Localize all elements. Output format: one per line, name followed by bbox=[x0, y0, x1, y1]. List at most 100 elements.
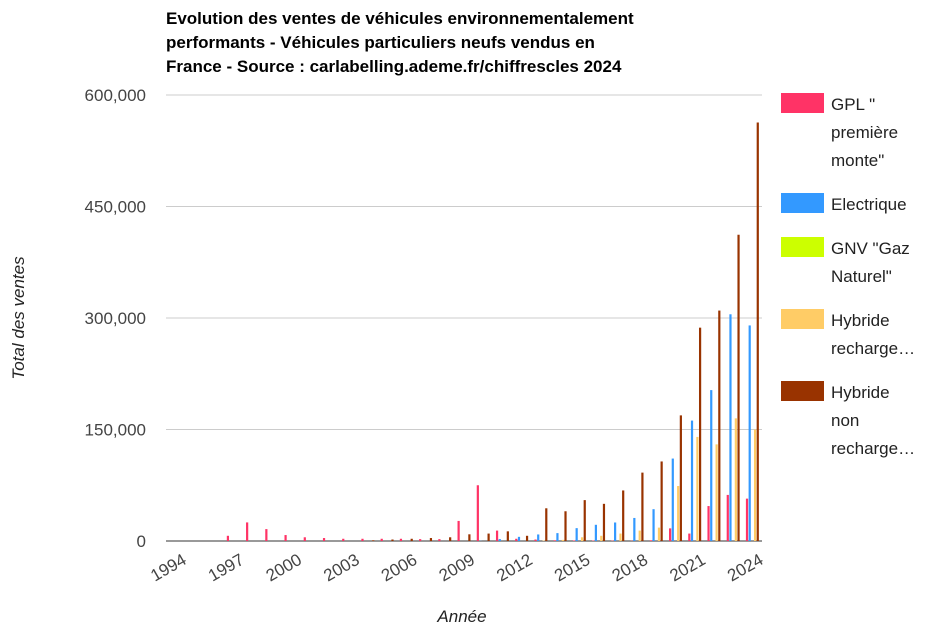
bar bbox=[506, 531, 509, 541]
bar bbox=[372, 540, 375, 541]
bar bbox=[679, 415, 682, 541]
bar bbox=[556, 533, 559, 541]
bar bbox=[438, 539, 441, 541]
bar bbox=[517, 536, 521, 541]
bar bbox=[303, 537, 306, 541]
bar bbox=[391, 539, 394, 541]
legend-swatch bbox=[781, 193, 824, 213]
bar bbox=[265, 529, 268, 541]
bar bbox=[575, 528, 578, 541]
bar bbox=[476, 485, 479, 541]
legend-swatch bbox=[781, 93, 824, 113]
bar bbox=[487, 533, 490, 541]
bar bbox=[545, 508, 548, 541]
x-tick-label: 2006 bbox=[378, 550, 420, 585]
bar bbox=[669, 528, 672, 541]
bar bbox=[652, 509, 655, 541]
bar bbox=[710, 390, 713, 541]
bar bbox=[537, 534, 540, 541]
bar bbox=[534, 539, 537, 541]
bar bbox=[649, 540, 652, 541]
x-tick-label: 1994 bbox=[147, 550, 189, 585]
bar bbox=[622, 490, 625, 541]
legend-swatch bbox=[781, 381, 824, 401]
bar bbox=[748, 325, 751, 541]
bar bbox=[342, 538, 345, 541]
x-tick-label: 2000 bbox=[263, 550, 305, 585]
legend-label: Hybride non recharge… bbox=[831, 383, 915, 458]
x-tick-label: 2018 bbox=[609, 550, 651, 585]
bar bbox=[246, 522, 249, 541]
bar bbox=[677, 485, 680, 541]
y-tick-label: 0 bbox=[137, 532, 146, 551]
bar bbox=[580, 537, 584, 541]
bar bbox=[657, 527, 661, 541]
chart-title: Evolution des ventes de véhicules enviro… bbox=[166, 9, 634, 76]
y-tick-label: 450,000 bbox=[85, 198, 146, 217]
bar bbox=[594, 524, 597, 541]
bar bbox=[572, 540, 576, 541]
y-axis-title: Total des ventes bbox=[9, 256, 28, 380]
bar bbox=[688, 533, 691, 541]
legend-label: Hybride recharge… bbox=[831, 311, 915, 358]
bar bbox=[641, 472, 644, 541]
bar bbox=[745, 498, 749, 541]
bar bbox=[698, 327, 702, 541]
x-tick-label: 2024 bbox=[724, 550, 766, 585]
bar bbox=[619, 533, 622, 541]
bar bbox=[671, 458, 674, 541]
bar bbox=[495, 530, 499, 541]
bar bbox=[284, 535, 287, 541]
bar bbox=[525, 535, 529, 541]
bar bbox=[707, 506, 710, 541]
bar bbox=[380, 538, 383, 541]
x-tick-label: 2021 bbox=[666, 550, 708, 585]
bar bbox=[638, 530, 641, 541]
x-tick-label: 2009 bbox=[436, 550, 478, 585]
bar bbox=[498, 539, 501, 541]
legend-swatch bbox=[781, 309, 824, 329]
bar bbox=[429, 538, 433, 541]
x-tick-label: 2003 bbox=[320, 550, 362, 585]
bar bbox=[600, 535, 603, 541]
bar bbox=[660, 461, 663, 541]
bar bbox=[361, 538, 364, 541]
legend-label: GPL " première monte" bbox=[831, 95, 898, 170]
y-tick-label: 300,000 bbox=[85, 309, 146, 328]
bar bbox=[602, 503, 606, 541]
x-tick-label: 2015 bbox=[551, 550, 593, 585]
legend-label: GNV "Gaz Naturel" bbox=[831, 239, 910, 286]
x-axis-title: Année bbox=[436, 607, 486, 626]
bar bbox=[715, 444, 718, 541]
bar bbox=[457, 520, 460, 541]
bar bbox=[718, 310, 721, 541]
bar bbox=[734, 418, 737, 541]
x-tick-label: 2012 bbox=[493, 550, 535, 585]
y-tick-label: 150,000 bbox=[85, 421, 146, 440]
bar bbox=[583, 500, 586, 541]
bar bbox=[399, 538, 403, 541]
bar bbox=[737, 234, 740, 541]
bar bbox=[468, 534, 471, 541]
legend-label: Electrique bbox=[831, 195, 907, 214]
y-tick-label: 600,000 bbox=[85, 86, 146, 105]
bar bbox=[449, 537, 452, 541]
bar bbox=[690, 420, 694, 541]
legend-swatch bbox=[781, 237, 824, 257]
bar bbox=[410, 538, 413, 541]
bar bbox=[696, 436, 699, 541]
bar bbox=[633, 517, 636, 541]
bar bbox=[322, 538, 326, 541]
bar bbox=[756, 122, 759, 542]
bar bbox=[515, 538, 518, 541]
bar bbox=[726, 494, 729, 541]
x-tick-label: 1997 bbox=[205, 550, 247, 585]
bar bbox=[729, 314, 732, 541]
bar bbox=[561, 539, 564, 541]
bar bbox=[614, 522, 617, 541]
bar bbox=[564, 511, 567, 541]
bar bbox=[753, 429, 757, 541]
bar bbox=[419, 539, 422, 541]
bar bbox=[553, 540, 556, 541]
